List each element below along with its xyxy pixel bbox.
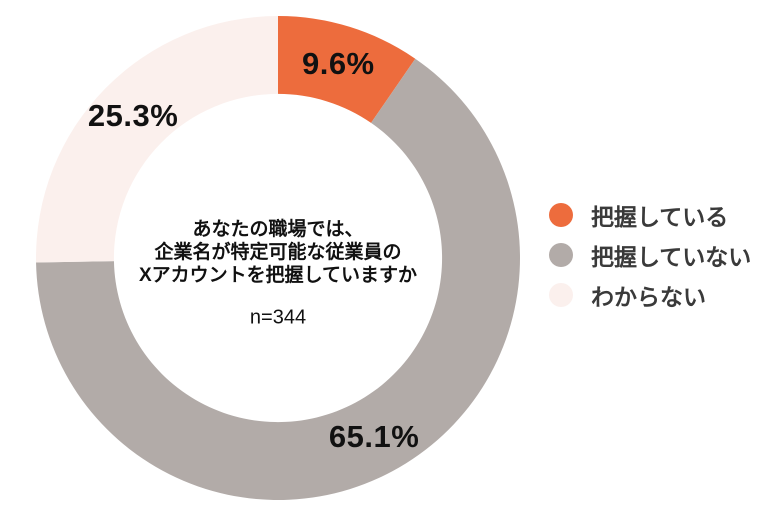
legend-label-aware: 把握している [591,204,729,230]
legend-item-unknown: わからない [549,275,751,315]
question-line-2: 企業名が特定可能な従業員の [154,242,402,263]
legend-label-unknown: わからない [591,284,706,310]
legend-item-not-aware: 把握していない [549,235,751,275]
donut-slice-2 [36,16,278,263]
sample-size-label: n=344 [249,306,307,329]
question-line-3: Xアカウントを把握していますか [138,265,418,286]
legend-item-aware: 把握している [549,195,751,235]
legend-label-not-aware: 把握していない [591,244,752,270]
slice-value-label-not-aware: 65.1% [328,418,420,454]
legend-marker-circle-icon [549,243,573,267]
slice-value-label-unknown: 25.3% [87,97,179,133]
legend: 把握している 把握していない わからない [549,195,751,315]
legend-marker-circle-icon [549,203,573,227]
chart-question-title: あなたの職場では、 企業名が特定可能な従業員の Xアカウントを把握していますか [139,218,417,287]
donut-slice-1 [36,58,520,500]
question-line-1: あなたの職場では、 [192,219,364,240]
slice-value-label-aware: 9.6% [301,46,375,82]
donut-slice-0 [278,16,416,123]
legend-marker-circle-icon [549,283,573,307]
